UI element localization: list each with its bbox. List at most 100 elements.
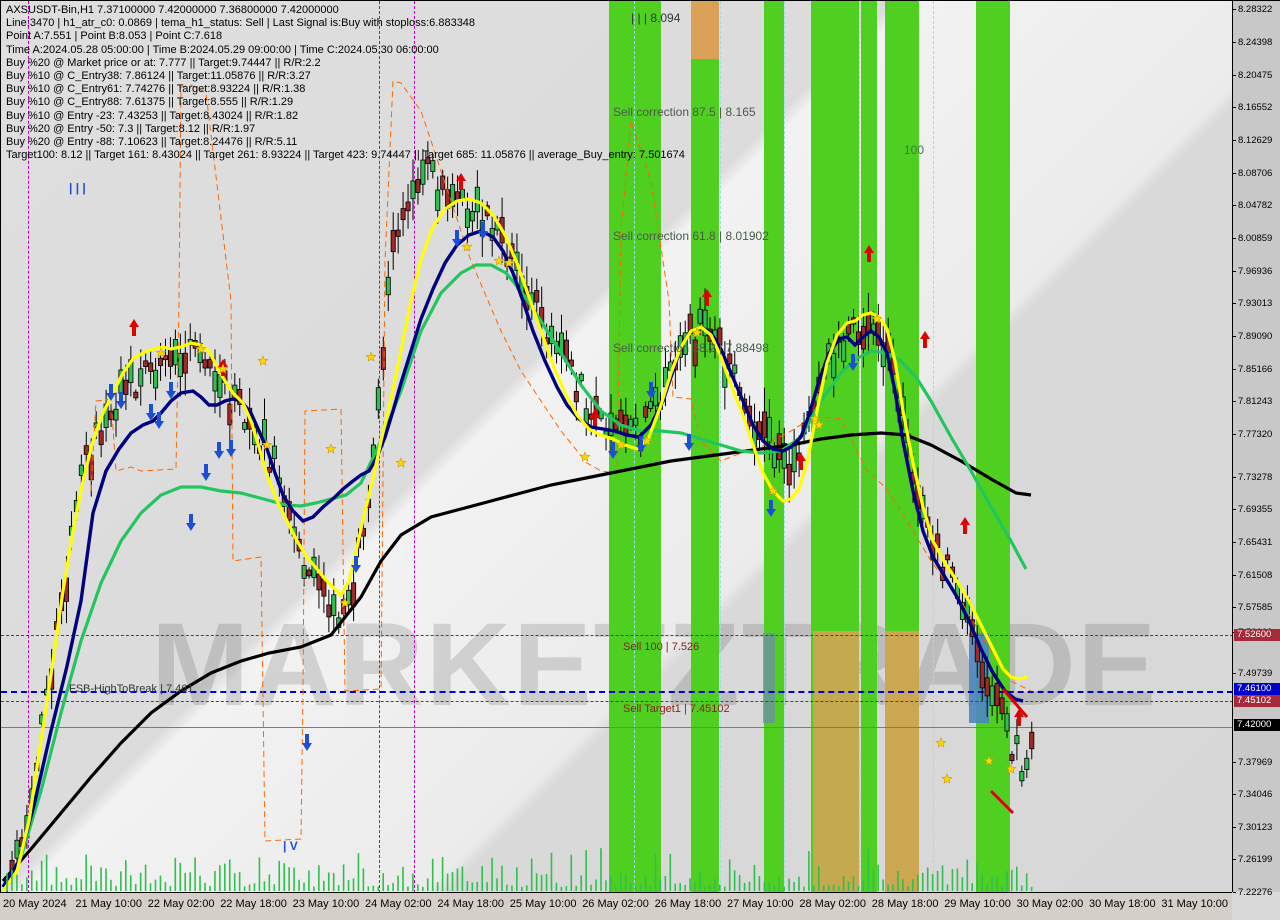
time-tick: 26 May 18:00: [654, 898, 722, 910]
info-line-0: AXSUSDT-Bin,H1 7.37100000 7.42000000 7.3…: [6, 4, 339, 16]
chart-info-block: AXSUSDT-Bin,H1 7.37100000 7.42000000 7.3…: [6, 4, 685, 162]
sell-arrow-down-icon: [129, 319, 139, 336]
volume-bar: [283, 863, 285, 891]
volume-bar: [535, 873, 538, 891]
sell-arrow-down-icon: [796, 453, 806, 470]
candle-body: [326, 604, 332, 618]
volume-bar: [199, 875, 201, 891]
volume-bar: [649, 885, 652, 891]
time-tick: 23 May 10:00: [292, 898, 360, 910]
band-green: [861, 1, 877, 892]
time-scale[interactable]: 20 May 2024 21 May 10:00 22 May 02:00 22 Ma…: [0, 892, 1232, 920]
volume-bar: [788, 878, 790, 891]
candle-body: [271, 445, 277, 459]
volume-bar: [951, 869, 954, 891]
candle-body: [702, 309, 708, 337]
price-tick: 8.20475: [1233, 70, 1280, 81]
volume-bar: [248, 884, 251, 891]
volume-bar: [496, 878, 498, 891]
price-scale[interactable]: 8.28322 8.24398 8.20475 8.16552 8.12629 8.087…: [1232, 0, 1280, 898]
volume-bar: [412, 873, 414, 891]
time-tick: 24 May 02:00: [365, 898, 432, 910]
star-marker-icon: [615, 439, 627, 450]
volume-bar: [417, 884, 419, 891]
volume-bar: [818, 866, 820, 891]
buy-arrow-up-icon: [106, 384, 116, 401]
volume-bar: [709, 885, 711, 891]
volume-bar: [491, 857, 493, 891]
volume-bar: [422, 886, 424, 891]
volume-bar: [525, 885, 528, 891]
candle-body: [400, 208, 406, 221]
volume-bar: [605, 880, 607, 891]
vsep-magenta: [28, 1, 29, 892]
volume-bar: [318, 865, 320, 891]
volume-bar: [684, 884, 686, 891]
candle-body: [435, 189, 441, 211]
volume-bar: [758, 876, 761, 891]
info-line-3: Time A:2024.05.28 05:00:00 | Time B:2024…: [6, 43, 439, 56]
time-tick: 25 May 10:00: [509, 898, 577, 910]
volume-bar: [986, 883, 988, 891]
candle-body: [841, 340, 847, 362]
volume-bar: [669, 853, 672, 891]
candle-body: [761, 411, 767, 438]
candle-body: [331, 594, 337, 616]
ma-green: [1, 263, 1028, 888]
candle-body: [692, 339, 698, 367]
volume-bar: [125, 860, 127, 891]
time-tick: 27 May 10:00: [727, 898, 794, 910]
volume-bar: [323, 880, 325, 891]
volume-bar: [946, 884, 949, 891]
volume-bar: [397, 875, 399, 891]
price-tick: 7.57585: [1233, 602, 1280, 613]
candle-body: [464, 208, 470, 228]
annotation-sell-target1: Sell Target1 | 7.45102: [623, 703, 730, 715]
ma-navy: [1, 229, 1024, 888]
buy-arrow-up-icon: [848, 354, 858, 371]
candle-body: [781, 443, 787, 469]
candle-body: [133, 391, 139, 399]
buy-arrow-up-icon: [154, 412, 164, 429]
volume-bar: [129, 875, 132, 891]
annotation-sell-100: Sell 100 | 7.526: [623, 641, 700, 653]
volume-bar: [342, 864, 345, 891]
volume-bar: [456, 868, 459, 891]
candle-body: [385, 276, 391, 296]
candle-body: [98, 430, 104, 446]
candle-body: [984, 677, 990, 697]
time-tick: 22 May 18:00: [220, 898, 287, 910]
volume-bar: [753, 864, 756, 891]
candle-body: [979, 661, 985, 689]
volume-bar: [268, 874, 271, 891]
volume-bar: [748, 881, 751, 891]
volume-bar: [80, 879, 83, 891]
star-marker-icon: [767, 485, 779, 496]
volume-bar: [714, 878, 716, 891]
sell-arrow-down-icon: [920, 331, 930, 348]
volume-bar: [822, 885, 825, 891]
volume-bar: [115, 885, 117, 891]
volume-bar: [689, 878, 691, 891]
info-line-11: Target100: 8.12 || Target 161: 8.43024 |…: [6, 149, 685, 162]
level-target1-line: [1, 701, 1232, 702]
volume-bar: [159, 875, 162, 891]
candle-body: [182, 352, 188, 374]
volume-bar: [961, 877, 964, 891]
volume-bar: [664, 875, 667, 891]
star-marker-icon: [941, 773, 953, 784]
volume-bar: [313, 886, 315, 891]
price-badge-ask: 7.52600: [1234, 629, 1280, 641]
candle-body: [380, 347, 386, 370]
volume-bar: [600, 848, 602, 891]
band-orange: [885, 631, 919, 892]
volume-bar: [560, 886, 563, 891]
volume-bar: [674, 883, 677, 891]
volume-bar: [1011, 869, 1013, 891]
volume-bar: [387, 885, 389, 891]
candle-body: [643, 406, 649, 418]
price-tick: 8.04782: [1233, 200, 1280, 211]
sell-arrow-down-icon: [702, 289, 712, 306]
volume-bar: [907, 886, 909, 891]
chart-plot-area[interactable]: MARKETZTRADE: [0, 0, 1232, 892]
